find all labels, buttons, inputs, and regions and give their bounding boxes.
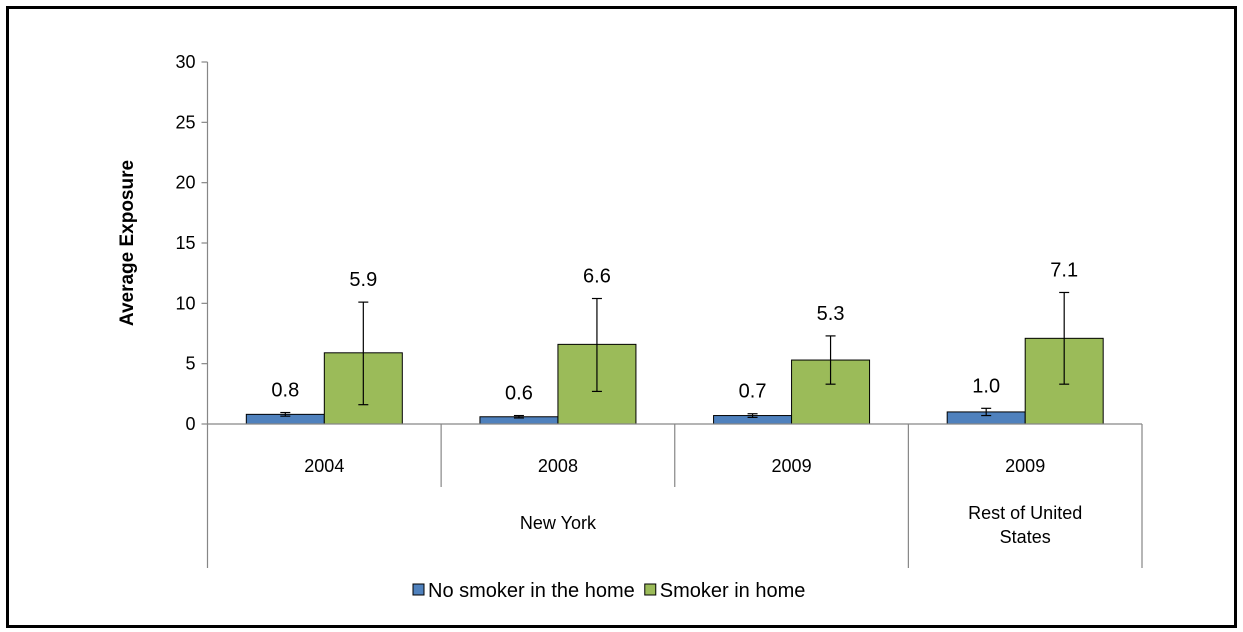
data-labels: 0.8 0.6 0.7 1.0 5.9 6.6 5.3 7.1 bbox=[271, 259, 1078, 404]
data-label: 0.6 bbox=[505, 383, 533, 405]
data-label: 6.6 bbox=[583, 266, 611, 288]
x-tick-label: 2009 bbox=[1005, 456, 1045, 476]
legend-item-label: No smoker in the home bbox=[428, 580, 635, 602]
y-tick-label: 10 bbox=[175, 293, 195, 313]
bars bbox=[245, 291, 1104, 425]
data-label: 5.9 bbox=[349, 269, 377, 291]
legend-swatch bbox=[412, 583, 425, 596]
y-axis-title: Average Exposure bbox=[117, 160, 138, 326]
x-tick-label: 2008 bbox=[538, 456, 578, 476]
legend: No smoker in the home Smoker in home bbox=[412, 580, 806, 602]
data-label: 7.1 bbox=[1050, 259, 1078, 281]
y-axis: 0 5 10 15 20 25 30 bbox=[175, 52, 209, 434]
y-tick-label: 20 bbox=[175, 173, 195, 193]
x-group-label: New York bbox=[520, 513, 597, 533]
legend-swatch bbox=[644, 583, 657, 596]
y-tick-label: 0 bbox=[185, 414, 195, 434]
y-tick-label: 15 bbox=[175, 233, 195, 253]
x-tick-label: 2004 bbox=[304, 456, 344, 476]
x-group-label: Rest of United bbox=[968, 503, 1082, 523]
x-tick-label: 2009 bbox=[772, 456, 812, 476]
y-tick-label: 30 bbox=[175, 52, 195, 72]
legend-item-label: Smoker in home bbox=[660, 580, 806, 602]
data-label: 1.0 bbox=[972, 375, 1000, 397]
y-tick-label: 25 bbox=[175, 112, 195, 132]
data-label: 0.8 bbox=[271, 380, 299, 402]
x-axis: 2004 2008 2009 2009 New York Rest of United St… bbox=[206, 423, 1143, 568]
x-group-label: States bbox=[1000, 527, 1051, 547]
data-label: 5.3 bbox=[817, 303, 845, 325]
chart-frame bbox=[6, 6, 1237, 628]
data-label: 0.7 bbox=[739, 381, 767, 403]
y-tick-label: 5 bbox=[185, 354, 195, 374]
